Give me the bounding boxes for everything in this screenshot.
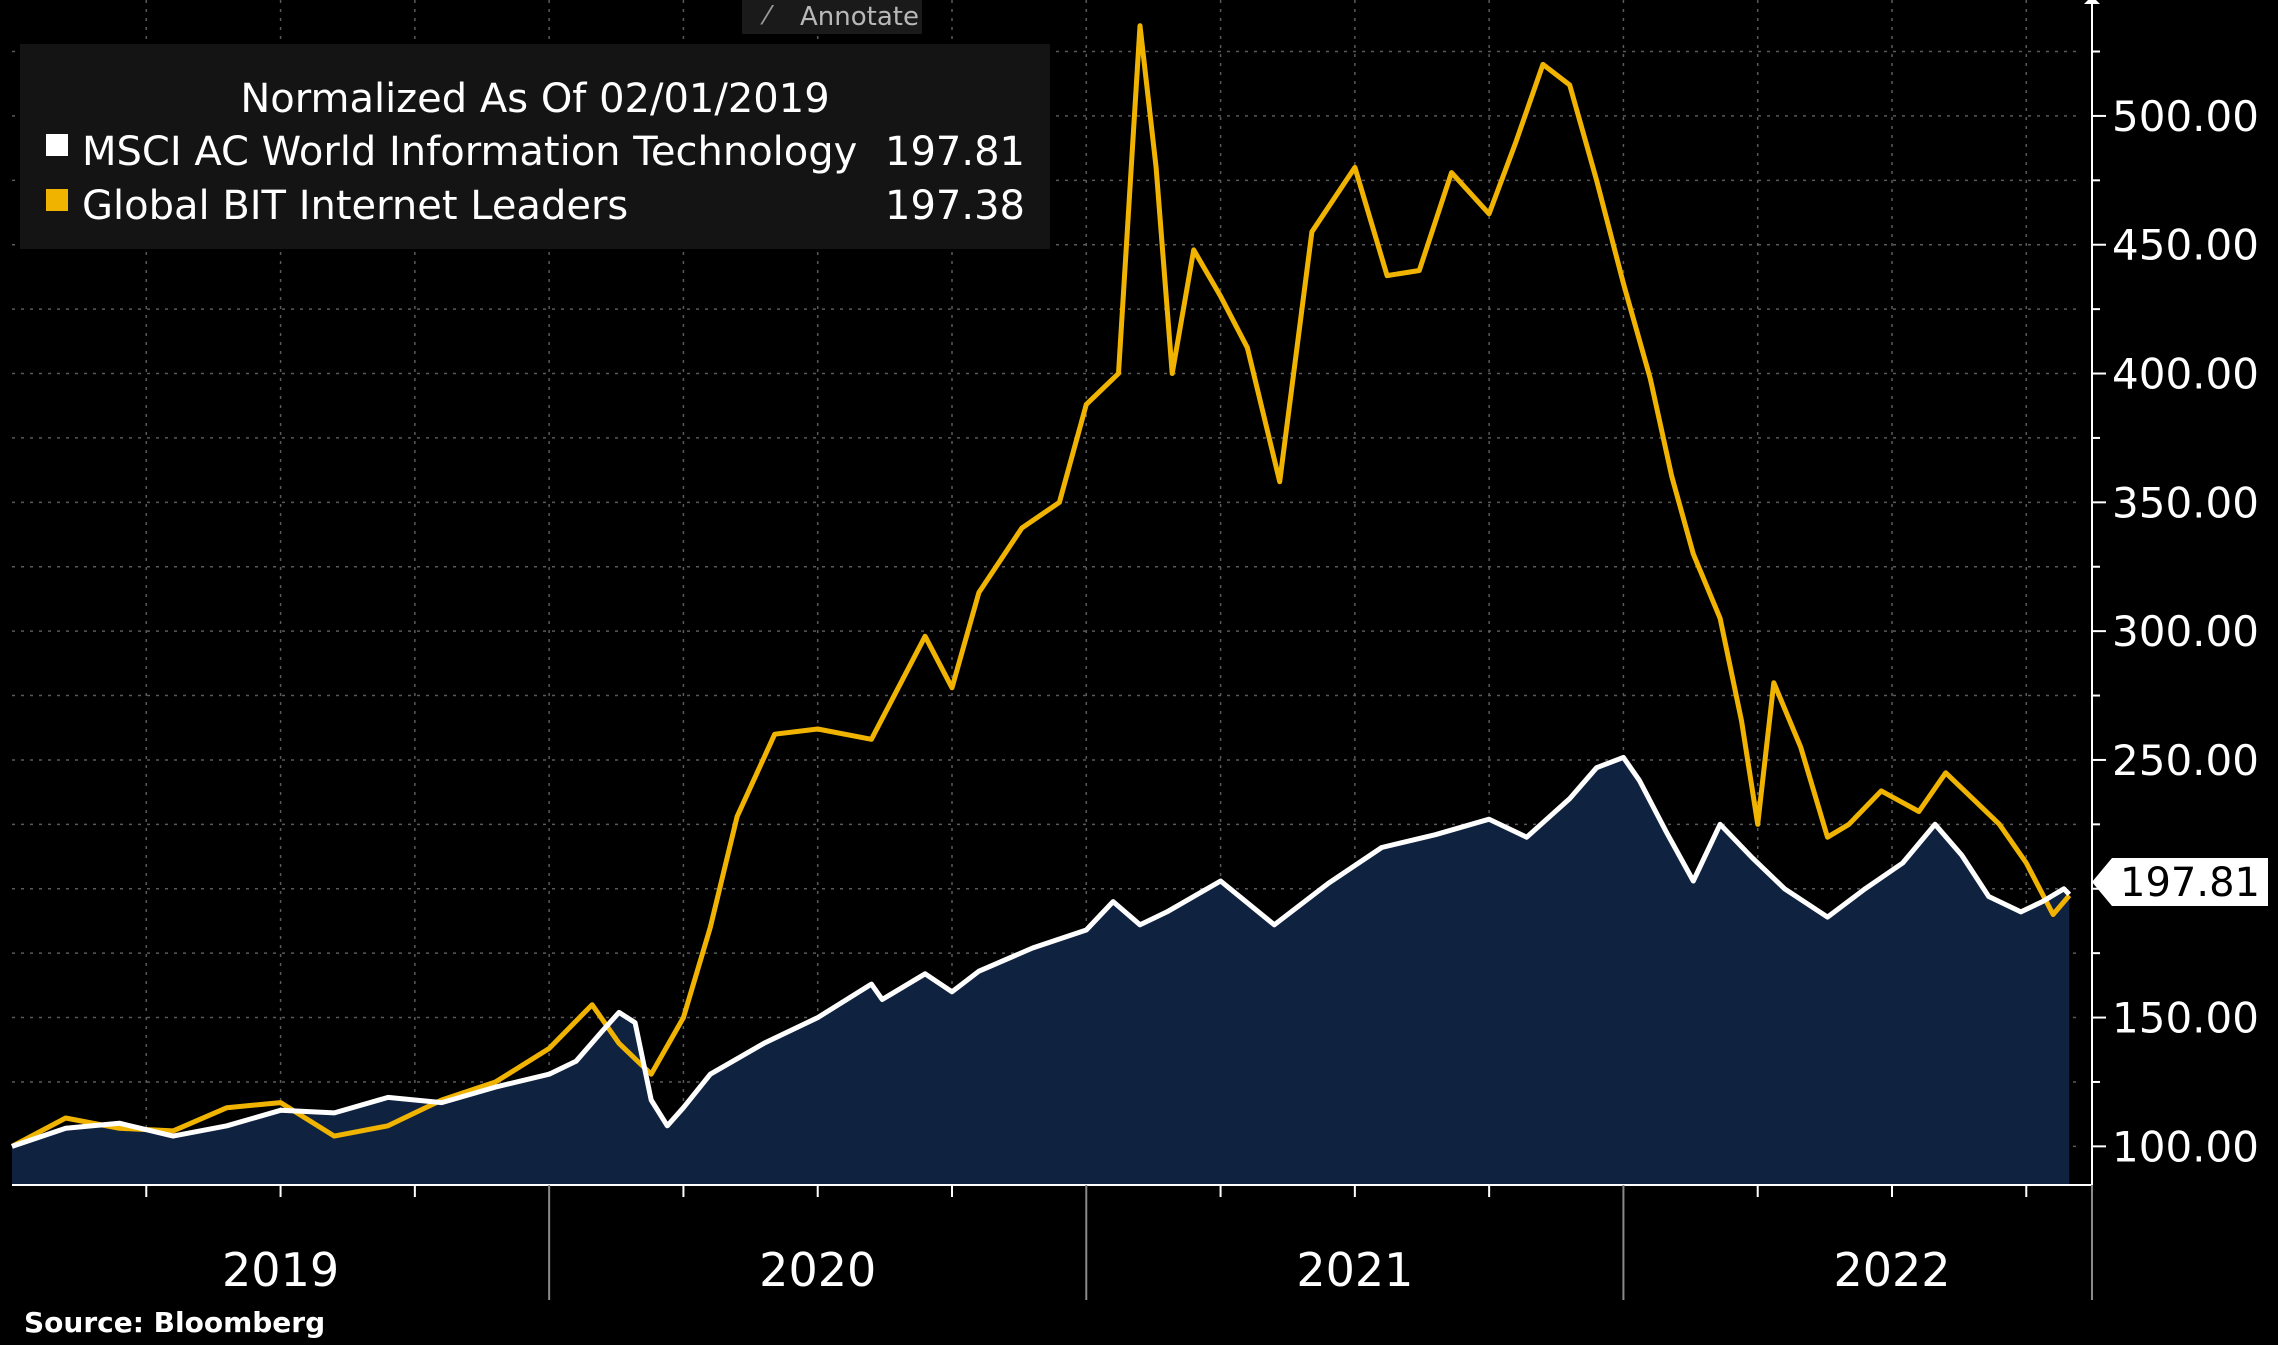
- legend: Normalized As Of 02/01/2019 MSCI AC Worl…: [20, 44, 1050, 249]
- annotate-button-bg[interactable]: [742, 0, 922, 34]
- area-fills: [12, 757, 2070, 1185]
- x-tick-label: 2019: [222, 1243, 339, 1297]
- legend-swatch-bit: [46, 189, 68, 211]
- area-series-0: [12, 757, 2070, 1185]
- x-tick-label: 2020: [759, 1243, 876, 1297]
- legend-title: Normalized As Of 02/01/2019: [240, 76, 829, 122]
- y-tick-label: 350.00: [2112, 478, 2259, 527]
- y-axis-arrow: [2084, 0, 2100, 4]
- series-line-0: [11, 754, 2072, 1149]
- source-text: Source: Bloomberg: [24, 1306, 325, 1339]
- price-tag-value: 197.81: [2120, 860, 2260, 906]
- series-lines: [10, 23, 2072, 1149]
- y-tick-label: 300.00: [2112, 607, 2259, 656]
- legend-value-msci: 197.81: [885, 129, 1025, 175]
- y-tick-label: 500.00: [2112, 92, 2259, 141]
- price-tag-shape: [2092, 858, 2268, 906]
- y-tick-label: 100.00: [2112, 1122, 2259, 1171]
- y-tick-label: 150.00: [2112, 994, 2259, 1043]
- annotate-button[interactable]: ⁄ Annotate: [742, 0, 922, 34]
- last-price-tag: 197.81: [2092, 858, 2268, 906]
- legend-swatch-msci: [46, 134, 68, 156]
- legend-label-bit: Global BIT Internet Leaders: [82, 183, 628, 229]
- annotate-label[interactable]: Annotate: [800, 2, 919, 32]
- legend-value-bit: 197.38: [885, 183, 1025, 229]
- y-tick-label: 250.00: [2112, 736, 2259, 785]
- y-tick-label: 400.00: [2112, 350, 2259, 399]
- y-tick-label: 450.00: [2112, 221, 2259, 270]
- legend-label-msci: MSCI AC World Information Technology: [82, 129, 857, 175]
- legend-background: [20, 44, 1050, 249]
- x-tick-label: 2021: [1296, 1243, 1413, 1297]
- x-tick-label: 2022: [1833, 1243, 1950, 1297]
- axes: 100.00 150.00 250.00 300.00 350.00 400.00 450.…: [12, 0, 2259, 1300]
- series-line-1: [10, 23, 2072, 1149]
